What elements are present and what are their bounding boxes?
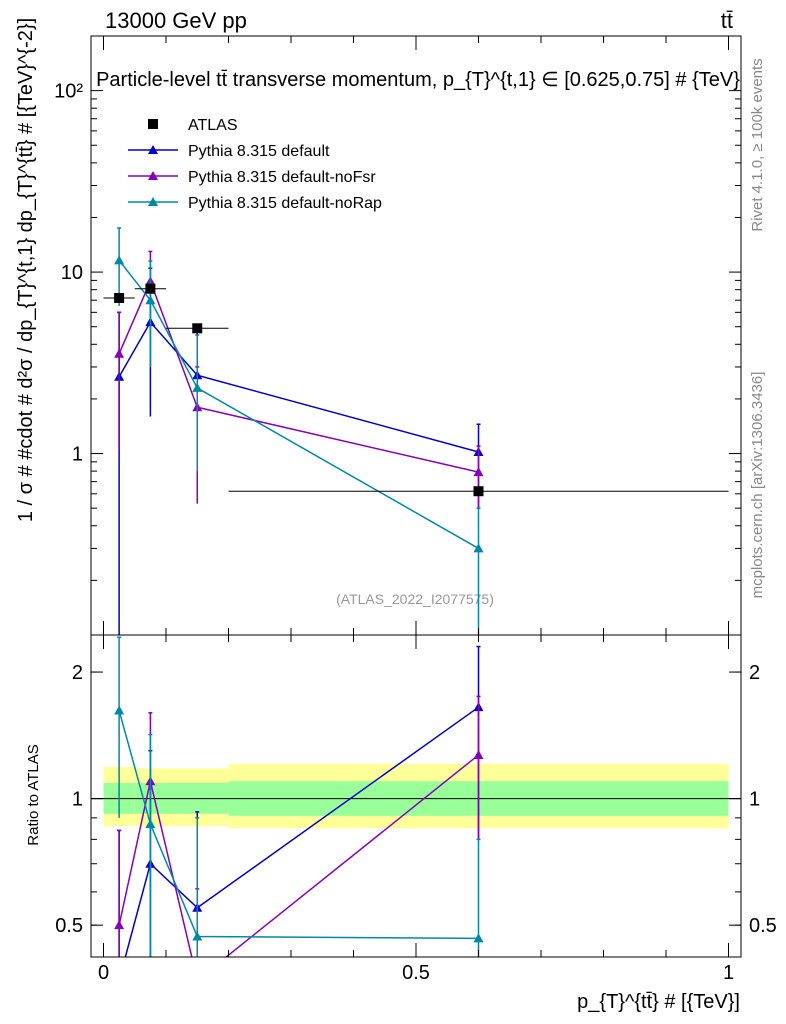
legend: ATLAS Pythia 8.315 default Pythia 8.315 de… [128, 117, 382, 212]
ratio-marker-1-3 [473, 749, 484, 759]
ratio-marker-1-0 [114, 920, 125, 930]
main-line-1 [118, 279, 479, 473]
mcplots-label: mcplots.cern.ch [arXiv:1306.3436] [749, 372, 766, 599]
ratio-ytick-label-left-2: 2 [72, 662, 83, 684]
main-line-0 [118, 320, 479, 453]
legend-label-1: Pythia 8.315 default [188, 143, 330, 160]
main-y-axis-label: 1 / σ # #cdot # d²σ / dp_{T}^{t,1} dp_{T… [15, 18, 37, 522]
legend-label-3: Pythia 8.315 default-noRap [188, 195, 382, 212]
xtick-label-2: 1 [723, 962, 734, 984]
atlas-data-point-1 [145, 283, 156, 294]
legend-label-0: ATLAS [188, 117, 238, 134]
ratio-ytick-label-left-1: 1 [72, 789, 83, 811]
legend-label-2: Pythia 8.315 default-noFsr [188, 169, 376, 186]
ratio-marker-2-3 [473, 933, 484, 943]
ratio-line-2 [118, 710, 479, 940]
main-marker-2-2 [192, 382, 203, 392]
x-axis-label: p_{T}^{tt̄} # [{TeV}] [577, 991, 740, 1013]
ratio-series-group [114, 636, 484, 984]
ratio-ytick-label-right-1: 1 [749, 789, 760, 811]
ratio-marker-2-2 [192, 931, 203, 941]
analysis-watermark: (ATLAS_2022_I2077575) [336, 591, 494, 607]
main-ytick-label-0: 1 [72, 444, 83, 466]
main-plot-title: Particle-level tt̄ transverse momentum, … [96, 69, 740, 91]
xtick-label-1: 0.5 [402, 962, 430, 984]
xtick-label-0: 0 [98, 962, 109, 984]
main-marker-1-0 [114, 348, 125, 358]
rivet-label: Rivet 4.1.0, ≥ 100k events [749, 58, 766, 231]
atlas-data-point-2 [192, 323, 203, 334]
main-marker-2-3 [473, 543, 484, 553]
legend-marker-2 [148, 171, 158, 180]
ratio-ytick-label-right-2: 2 [749, 662, 760, 684]
axes-group: 1 10 10² 0.5 0.5 1 1 2 2 0 0.5 1 [54, 35, 777, 984]
header-energy-label: 13000 GeV pp [105, 8, 247, 33]
main-marker-2-1 [145, 295, 156, 305]
main-marker-2-0 [114, 255, 125, 265]
legend-marker-atlas [148, 119, 158, 129]
ratio-marker-1-2 [192, 975, 202, 984]
main-line-2 [118, 259, 479, 550]
atlas-data-point-3 [473, 486, 484, 497]
header-process-label: tt̄ [721, 8, 733, 33]
legend-marker-3 [148, 197, 158, 206]
ratio-ytick-label-left-0: 0.5 [55, 915, 83, 937]
atlas-data-point-0 [114, 292, 125, 303]
legend-marker-1 [148, 145, 158, 154]
ratio-marker-0-0 [114, 975, 124, 984]
ratio-marker-2-0 [114, 705, 125, 715]
main-series-group [103, 227, 729, 635]
ratio-line-0 [124, 706, 479, 957]
ratio-marker-2-1 [145, 819, 156, 829]
main-ytick-label-1: 10 [61, 262, 83, 284]
ratio-y-axis-label: Ratio to ATLAS [25, 744, 42, 845]
main-marker-1-3 [473, 467, 484, 477]
main-ytick-label-2: 10² [54, 81, 83, 103]
ratio-ytick-label-right-0: 0.5 [749, 915, 777, 937]
